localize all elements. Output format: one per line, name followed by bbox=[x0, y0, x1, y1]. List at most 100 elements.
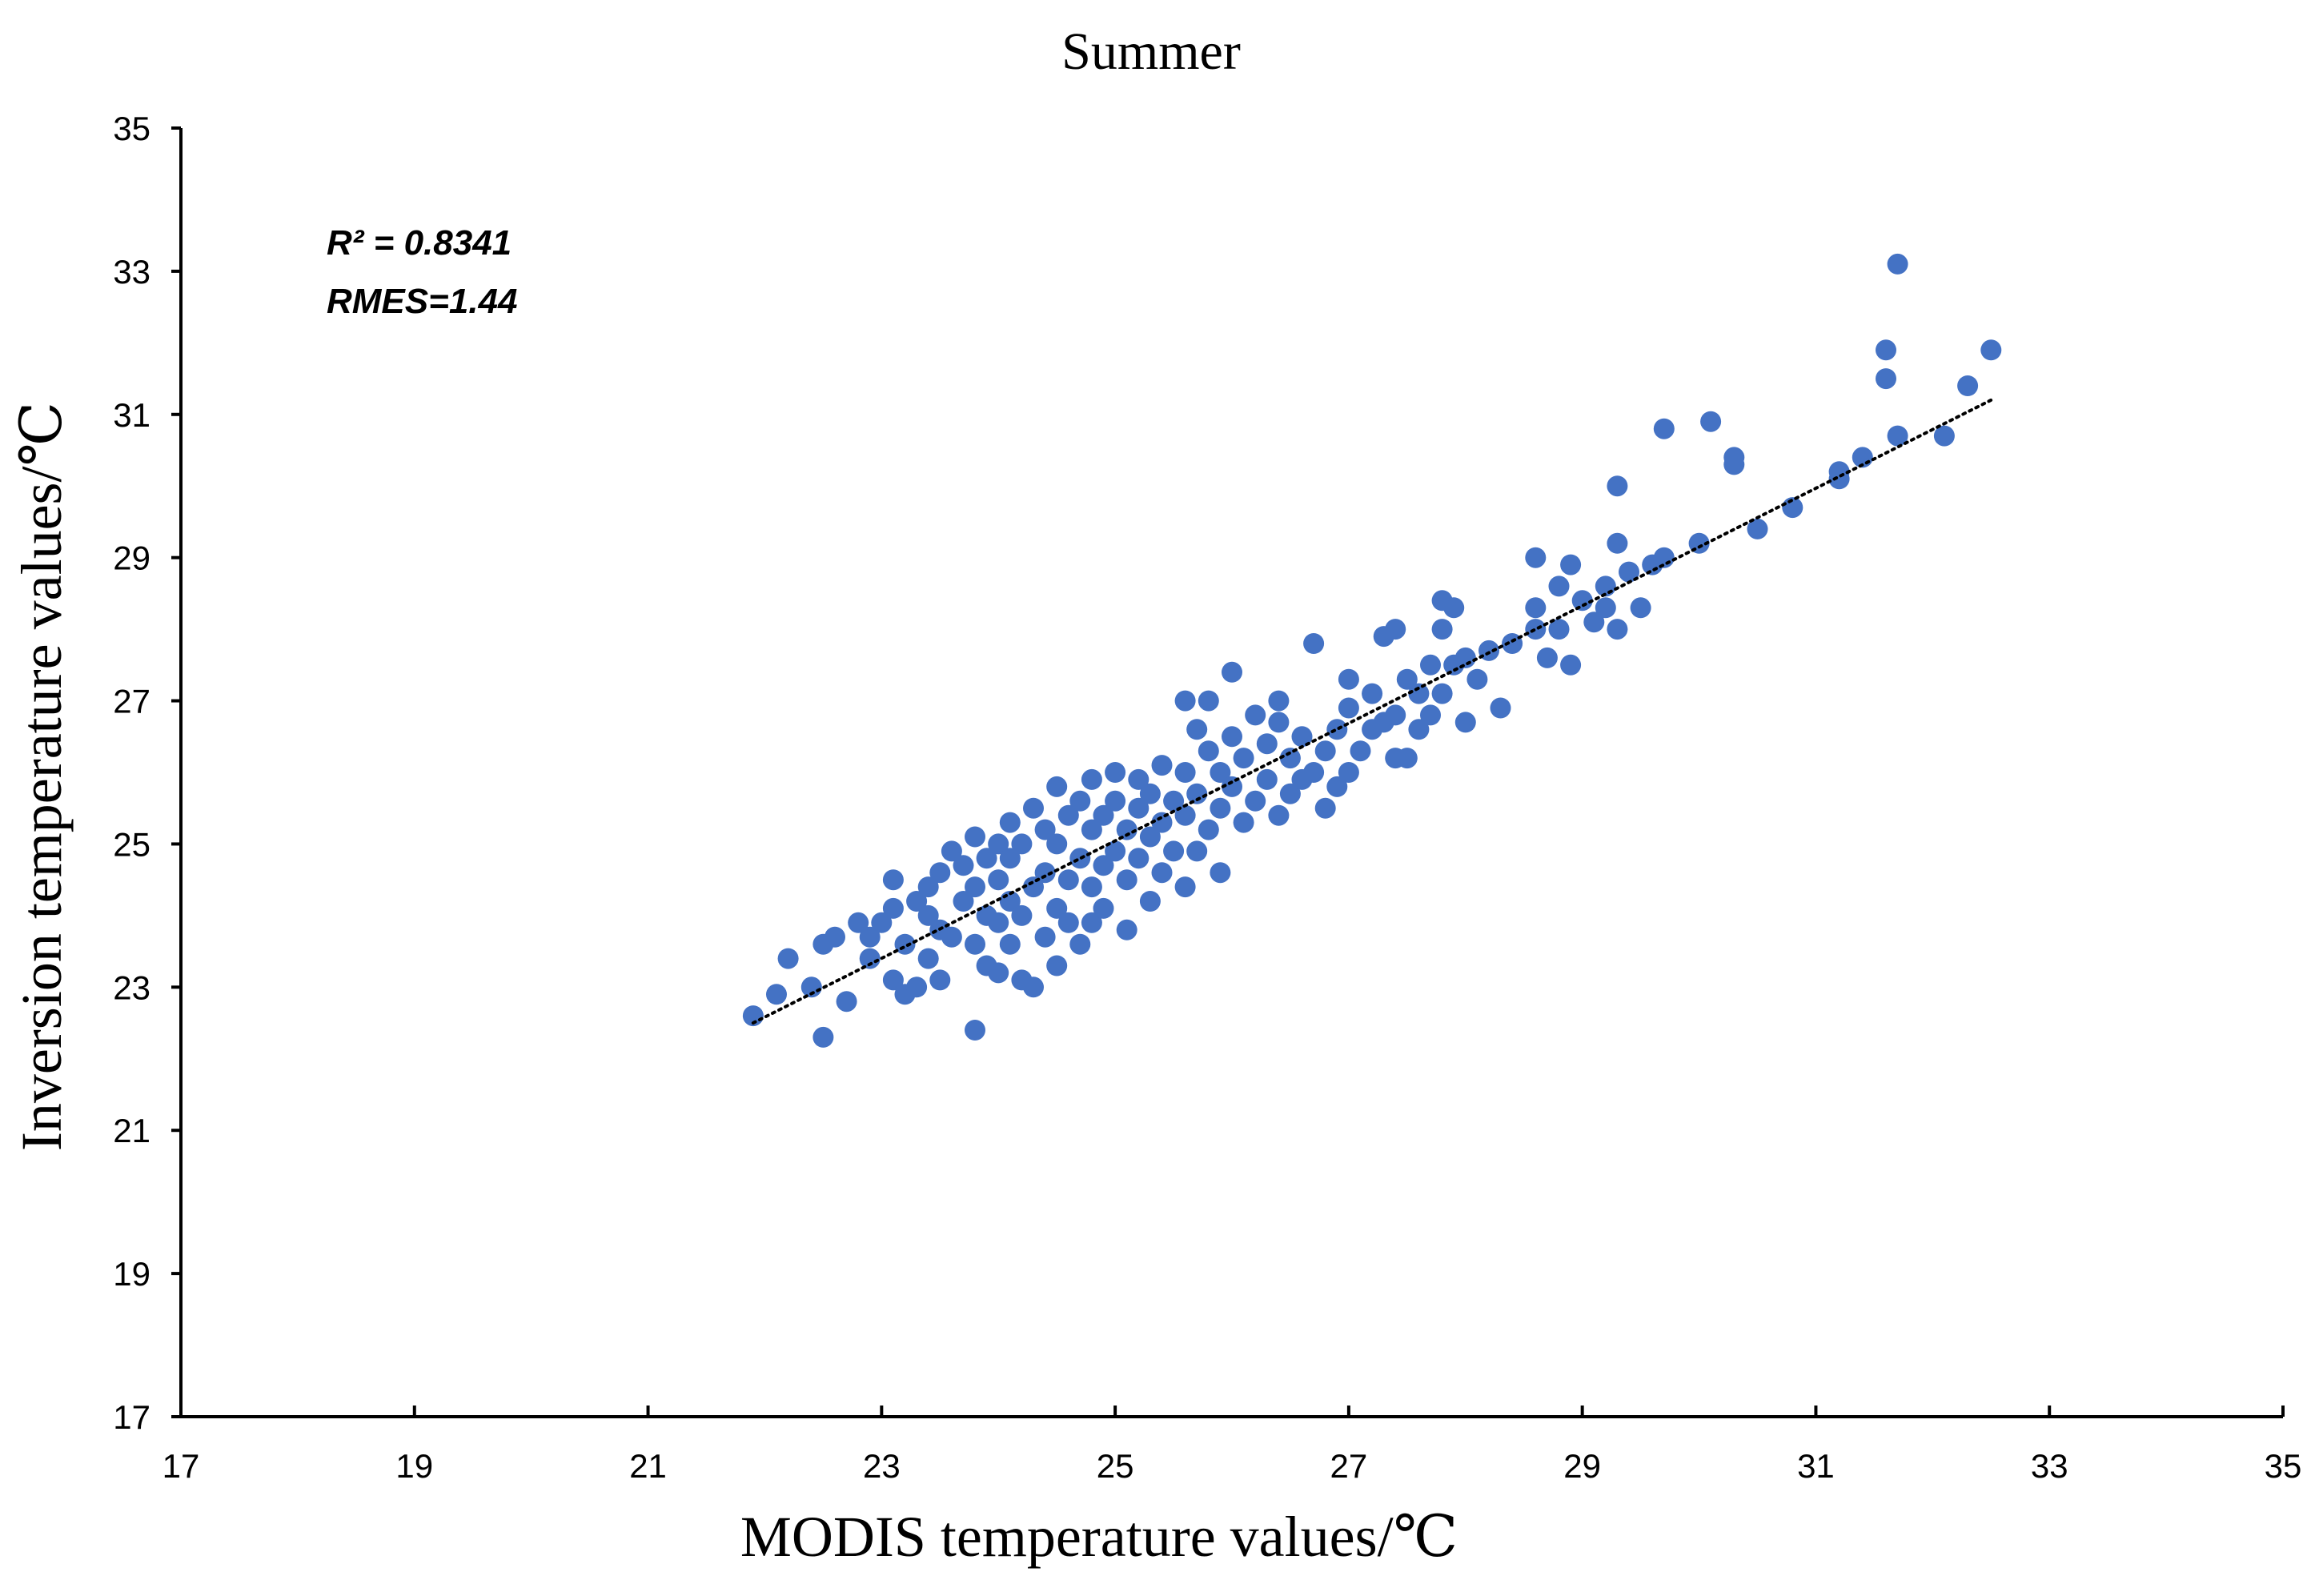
data-point bbox=[1023, 976, 1044, 998]
data-point bbox=[1105, 762, 1126, 783]
data-point bbox=[1222, 776, 1242, 797]
data-point bbox=[882, 869, 904, 891]
data-point bbox=[1385, 619, 1406, 640]
x-tick-label: 25 bbox=[1097, 1447, 1134, 1485]
data-point bbox=[1198, 740, 1219, 762]
data-point bbox=[1128, 848, 1149, 869]
data-point bbox=[1081, 876, 1102, 898]
data-point bbox=[1186, 840, 1208, 862]
chart-title: Summer bbox=[1061, 22, 1241, 81]
data-point bbox=[1420, 704, 1441, 726]
data-point bbox=[1279, 783, 1301, 804]
data-point bbox=[941, 926, 962, 948]
data-point bbox=[1350, 740, 1371, 762]
data-point bbox=[1245, 704, 1266, 726]
data-point bbox=[1069, 933, 1091, 955]
data-point bbox=[1876, 368, 1896, 390]
data-point bbox=[1536, 647, 1558, 668]
data-point bbox=[1396, 668, 1418, 690]
data-point bbox=[1431, 619, 1453, 640]
data-point bbox=[976, 848, 997, 869]
y-tick-label: 27 bbox=[113, 683, 150, 720]
data-point bbox=[1186, 719, 1208, 740]
y-tick-label: 25 bbox=[113, 825, 150, 863]
data-point bbox=[1057, 804, 1079, 826]
data-point bbox=[1454, 647, 1476, 668]
y-tick-label: 33 bbox=[113, 253, 150, 291]
data-point bbox=[1210, 762, 1231, 783]
y-axis-label: Inversion temperature values/℃ bbox=[10, 402, 74, 1151]
data-point bbox=[1128, 768, 1149, 790]
data-point bbox=[1233, 748, 1254, 769]
data-point bbox=[859, 926, 881, 948]
data-point bbox=[1245, 790, 1266, 812]
data-point bbox=[1314, 740, 1336, 762]
data-point bbox=[894, 933, 916, 955]
data-point bbox=[1887, 425, 1908, 447]
data-point bbox=[1139, 891, 1161, 912]
data-point bbox=[871, 912, 893, 933]
data-point bbox=[1454, 712, 1476, 733]
data-point bbox=[1782, 497, 1803, 519]
data-point bbox=[1034, 862, 1056, 884]
data-point bbox=[1443, 597, 1465, 619]
data-point bbox=[1222, 661, 1242, 683]
data-point bbox=[965, 876, 985, 898]
data-point bbox=[1057, 912, 1079, 933]
data-point bbox=[1093, 855, 1114, 876]
data-point bbox=[1828, 461, 1850, 483]
data-point bbox=[1314, 797, 1336, 819]
data-point bbox=[1933, 425, 1955, 447]
data-point bbox=[999, 812, 1021, 833]
data-point bbox=[906, 976, 928, 998]
data-point bbox=[1385, 704, 1406, 726]
y-tick-label: 31 bbox=[113, 396, 150, 434]
y-axis-ticks: 17 19 21 23 25 27 29 31 33 35 bbox=[113, 110, 181, 1436]
data-point bbox=[1163, 840, 1185, 862]
data-point bbox=[1128, 797, 1149, 819]
data-point bbox=[1011, 833, 1033, 855]
x-tick-label: 23 bbox=[863, 1447, 901, 1485]
data-point bbox=[1408, 683, 1430, 704]
x-tick-label: 19 bbox=[395, 1447, 433, 1485]
data-point bbox=[917, 876, 939, 898]
x-tick-label: 29 bbox=[1563, 1447, 1601, 1485]
data-point bbox=[1525, 619, 1547, 640]
data-point bbox=[1338, 668, 1359, 690]
data-point bbox=[1408, 719, 1430, 740]
data-point bbox=[999, 848, 1021, 869]
data-point bbox=[1046, 776, 1068, 797]
data-point bbox=[999, 933, 1021, 955]
data-point bbox=[1268, 690, 1290, 712]
data-point bbox=[1571, 590, 1593, 612]
data-point bbox=[1548, 619, 1570, 640]
data-point bbox=[1222, 726, 1242, 748]
data-point bbox=[917, 904, 939, 926]
data-point bbox=[988, 869, 1009, 891]
data-point bbox=[1105, 790, 1126, 812]
y-tick-label: 23 bbox=[113, 968, 150, 1006]
data-point bbox=[1957, 375, 1979, 396]
data-point bbox=[742, 1005, 764, 1027]
data-point bbox=[1174, 876, 1196, 898]
data-point bbox=[825, 926, 845, 948]
data-point bbox=[1139, 783, 1161, 804]
y-tick-label: 21 bbox=[113, 1112, 150, 1149]
data-point bbox=[965, 933, 985, 955]
data-point bbox=[848, 912, 869, 933]
data-point bbox=[1747, 518, 1768, 539]
data-point bbox=[1502, 633, 1523, 654]
data-point bbox=[859, 948, 881, 969]
rmse-annotation: RMES=1.44 bbox=[327, 282, 517, 321]
data-point bbox=[1023, 797, 1044, 819]
data-point bbox=[1256, 768, 1278, 790]
data-point bbox=[1607, 619, 1628, 640]
data-point bbox=[1980, 339, 2002, 361]
x-tick-label: 31 bbox=[1797, 1447, 1835, 1485]
data-point bbox=[1093, 804, 1114, 826]
data-point bbox=[1700, 411, 1722, 432]
y-tick-label: 19 bbox=[113, 1255, 150, 1293]
data-point bbox=[1034, 819, 1056, 840]
data-point bbox=[1291, 726, 1313, 748]
x-tick-label: 27 bbox=[1330, 1447, 1368, 1485]
